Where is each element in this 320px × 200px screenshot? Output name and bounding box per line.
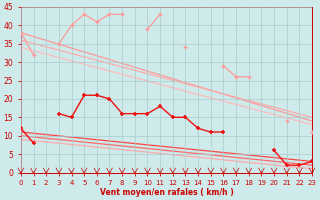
X-axis label: Vent moyen/en rafales ( km/h ): Vent moyen/en rafales ( km/h ) xyxy=(100,188,233,197)
